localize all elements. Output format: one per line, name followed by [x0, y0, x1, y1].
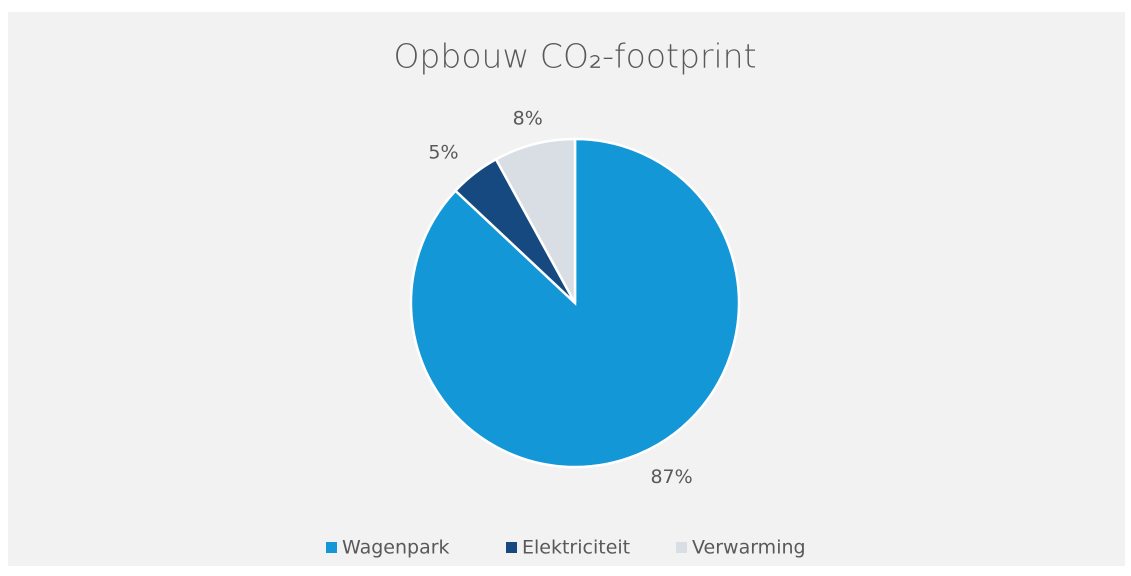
legend-label: Verwarming: [692, 537, 806, 559]
legend-swatch: [676, 542, 687, 553]
data-label: 8%: [513, 107, 543, 129]
pie-slice: [494, 137, 577, 304]
legend-swatch: [506, 542, 517, 553]
legend-label: Wagenpark: [342, 537, 450, 559]
data-label: 5%: [428, 141, 458, 163]
data-label: 87%: [650, 466, 692, 488]
chart-title: Opbouw CO₂-footprint: [393, 37, 756, 76]
legend-label: Elektriciteit: [522, 537, 630, 559]
legend-swatch: [326, 542, 337, 553]
